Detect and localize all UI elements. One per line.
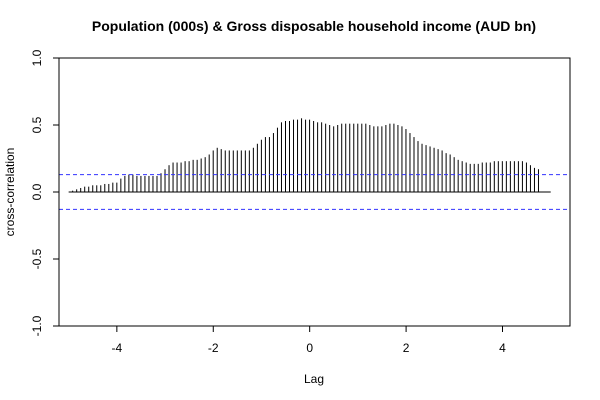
y-tick-label: 0.5: [30, 116, 44, 133]
x-tick-label: 0: [306, 341, 313, 355]
y-tick-label: 1.0: [30, 49, 44, 66]
confidence-bounds: [59, 174, 570, 210]
y-tick-label: -1.0: [30, 315, 44, 336]
ccf-bars: [68, 118, 551, 193]
x-tick-label: 4: [499, 341, 506, 355]
x-tick-label: -4: [112, 341, 123, 355]
x-tick-label: -2: [208, 341, 219, 355]
x-tick-label: 2: [403, 341, 410, 355]
chart-title: Population (000s) & Gross disposable hou…: [92, 18, 536, 34]
y-tick-label: 0.0: [30, 183, 44, 200]
y-tick-label: -0.5: [30, 248, 44, 269]
x-axis: -4 -2 0 2 4: [112, 325, 506, 355]
y-axis-label: cross-correlation: [3, 148, 17, 237]
y-axis: -1.0 -0.5 0.0 0.5 1.0: [30, 49, 60, 336]
x-axis-label: Lag: [304, 372, 324, 386]
